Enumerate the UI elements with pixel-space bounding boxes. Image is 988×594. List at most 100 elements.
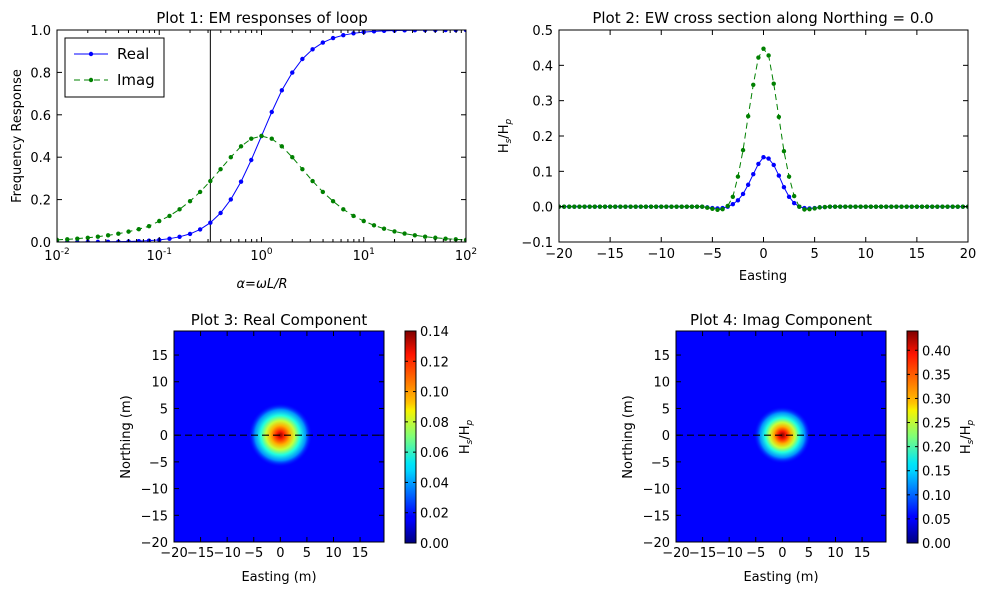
legend-real-marker	[88, 51, 94, 57]
plot2-imag-point	[909, 204, 914, 209]
plot1-series-imag-line	[57, 135, 466, 241]
plot2-imag-point	[843, 204, 848, 209]
plot2-imag-point	[715, 207, 720, 213]
plot2-real-point	[735, 198, 741, 203]
plot1-imag-point	[402, 231, 407, 236]
plot2-imag-point	[725, 203, 730, 209]
plot1-imag-point	[146, 224, 152, 229]
legend-real-label: Real	[117, 45, 149, 63]
plot2-imag-point	[791, 193, 797, 199]
plot2-imag-point	[659, 204, 664, 209]
plot2-imag-point	[745, 114, 751, 119]
plot2-imag-point	[674, 204, 679, 209]
plot2-imag-point	[802, 207, 807, 212]
plot1-imag-point	[218, 166, 223, 172]
plot3-colorbar-tick-label: 0.12	[420, 355, 449, 370]
plot1-imag-point	[249, 136, 254, 141]
plot1-imag-point	[238, 144, 244, 149]
plot3-xtick-label: 5	[303, 546, 311, 561]
plot2-imag-point	[776, 114, 782, 120]
plot1-xtick-label: 10-1	[146, 247, 172, 264]
plot2-xtick-label: 0	[759, 247, 767, 262]
plot4-xtick-label: 15	[854, 546, 871, 561]
plot3-ytick-label: 15	[151, 349, 168, 364]
plot3-xtick-label: −10	[213, 546, 240, 561]
plot2-imag-point	[613, 204, 618, 209]
plot1-imag-point	[105, 233, 111, 238]
plot1-real-point	[136, 238, 141, 242]
plot4-ytick-label: 10	[653, 376, 670, 391]
plot2-imag-point	[669, 204, 674, 209]
plot2-imag-point	[858, 204, 863, 209]
plot1-imag-point	[65, 237, 70, 242]
plot2-real-point	[756, 161, 761, 167]
plot2-imag-point	[572, 204, 577, 209]
plot1-xtick-label: 101	[353, 247, 375, 264]
plot3-ytick-label: −5	[149, 456, 168, 471]
plot2-imag-point	[694, 204, 700, 209]
plot2-real-point	[740, 191, 746, 197]
plot4-colorbar-tick-label: 0.05	[922, 513, 951, 528]
plot2-imag-point	[781, 148, 787, 154]
plot1-real-point	[95, 239, 101, 242]
plot2-xtick-label: 15	[909, 247, 926, 262]
plot1-imag-point	[57, 237, 60, 242]
plot2-imag-point	[638, 204, 643, 209]
plot2-imag-point	[863, 204, 868, 209]
plot1-imag-point	[300, 166, 305, 172]
plot4-colorbar	[906, 330, 919, 544]
plot4-ytick-label: 5	[662, 402, 670, 417]
plot2-xlabel: Easting	[739, 269, 787, 284]
plot4-xtick-label: −20	[662, 546, 689, 561]
plot2-imag-point	[720, 206, 725, 212]
plot2-imag-point	[705, 205, 710, 210]
plot2-axes	[559, 30, 968, 242]
plot1-imag-point	[361, 218, 366, 224]
plot1-real-point	[330, 35, 336, 41]
plot1-imag-point	[371, 223, 377, 228]
plot2-ytick-label: 0.1	[532, 165, 553, 180]
plot1-xlabel: α=ωL/R	[236, 277, 287, 292]
plot1-imag-point	[126, 229, 131, 234]
plot1-imag-point	[290, 155, 295, 160]
plot2-imag-point	[664, 204, 669, 209]
plot1-imag-point	[392, 229, 397, 234]
plot1-imag-point	[167, 213, 172, 219]
plot2-imag-point	[817, 205, 822, 210]
plot1-imag-point	[259, 133, 264, 139]
plot3-ytick-label: 5	[160, 402, 168, 417]
plot4-colorbar-tick-label: 0.25	[922, 417, 951, 432]
plot4-frame	[675, 330, 887, 543]
plot1-real-point	[218, 210, 223, 216]
plot4-colorbar-tick-label: 0.15	[922, 465, 951, 480]
plot1-real-point	[443, 30, 448, 33]
plot1-real-point	[167, 236, 172, 241]
plot2-imag-point	[899, 204, 904, 209]
plot4-colorbar-tick-label: 0.35	[922, 368, 951, 383]
plot4-xtick-label: −15	[689, 546, 716, 561]
plot2-imag-point	[950, 204, 955, 209]
plot2-real-point	[786, 194, 792, 199]
plot3-colorbar-tick-label: 0.14	[420, 325, 449, 340]
plot3-colorbar-tick-label: 0.02	[420, 507, 449, 522]
plot2-imag-point	[853, 204, 858, 209]
plot1-imag-point	[269, 136, 274, 141]
plot2-ylabel: Hs/Hp	[497, 119, 514, 154]
plot2-real-point	[791, 200, 797, 206]
plot3-title: Plot 3: Real Component	[191, 311, 368, 329]
plot3-xtick-label: 15	[352, 546, 369, 561]
plot2-ytick-label: −0.1	[521, 236, 553, 251]
plot4-colorbar-tick-label: 0.30	[922, 392, 951, 407]
plot4-xtick-label: −5	[746, 546, 765, 561]
plot3-colorbar-tick-label: 0.08	[420, 416, 449, 431]
plot1-real-point	[177, 234, 182, 240]
plot2-real-point	[761, 155, 766, 160]
plot1-imag-point	[85, 235, 90, 240]
plot4-ylabel: Northing (m)	[621, 395, 636, 478]
plot2-imag-point	[710, 206, 715, 211]
plot3-ytick-label: 10	[151, 376, 168, 391]
plot2-imag-point	[832, 204, 838, 209]
plot2-imag-point	[648, 204, 654, 209]
plot1-imag-point	[279, 144, 285, 149]
